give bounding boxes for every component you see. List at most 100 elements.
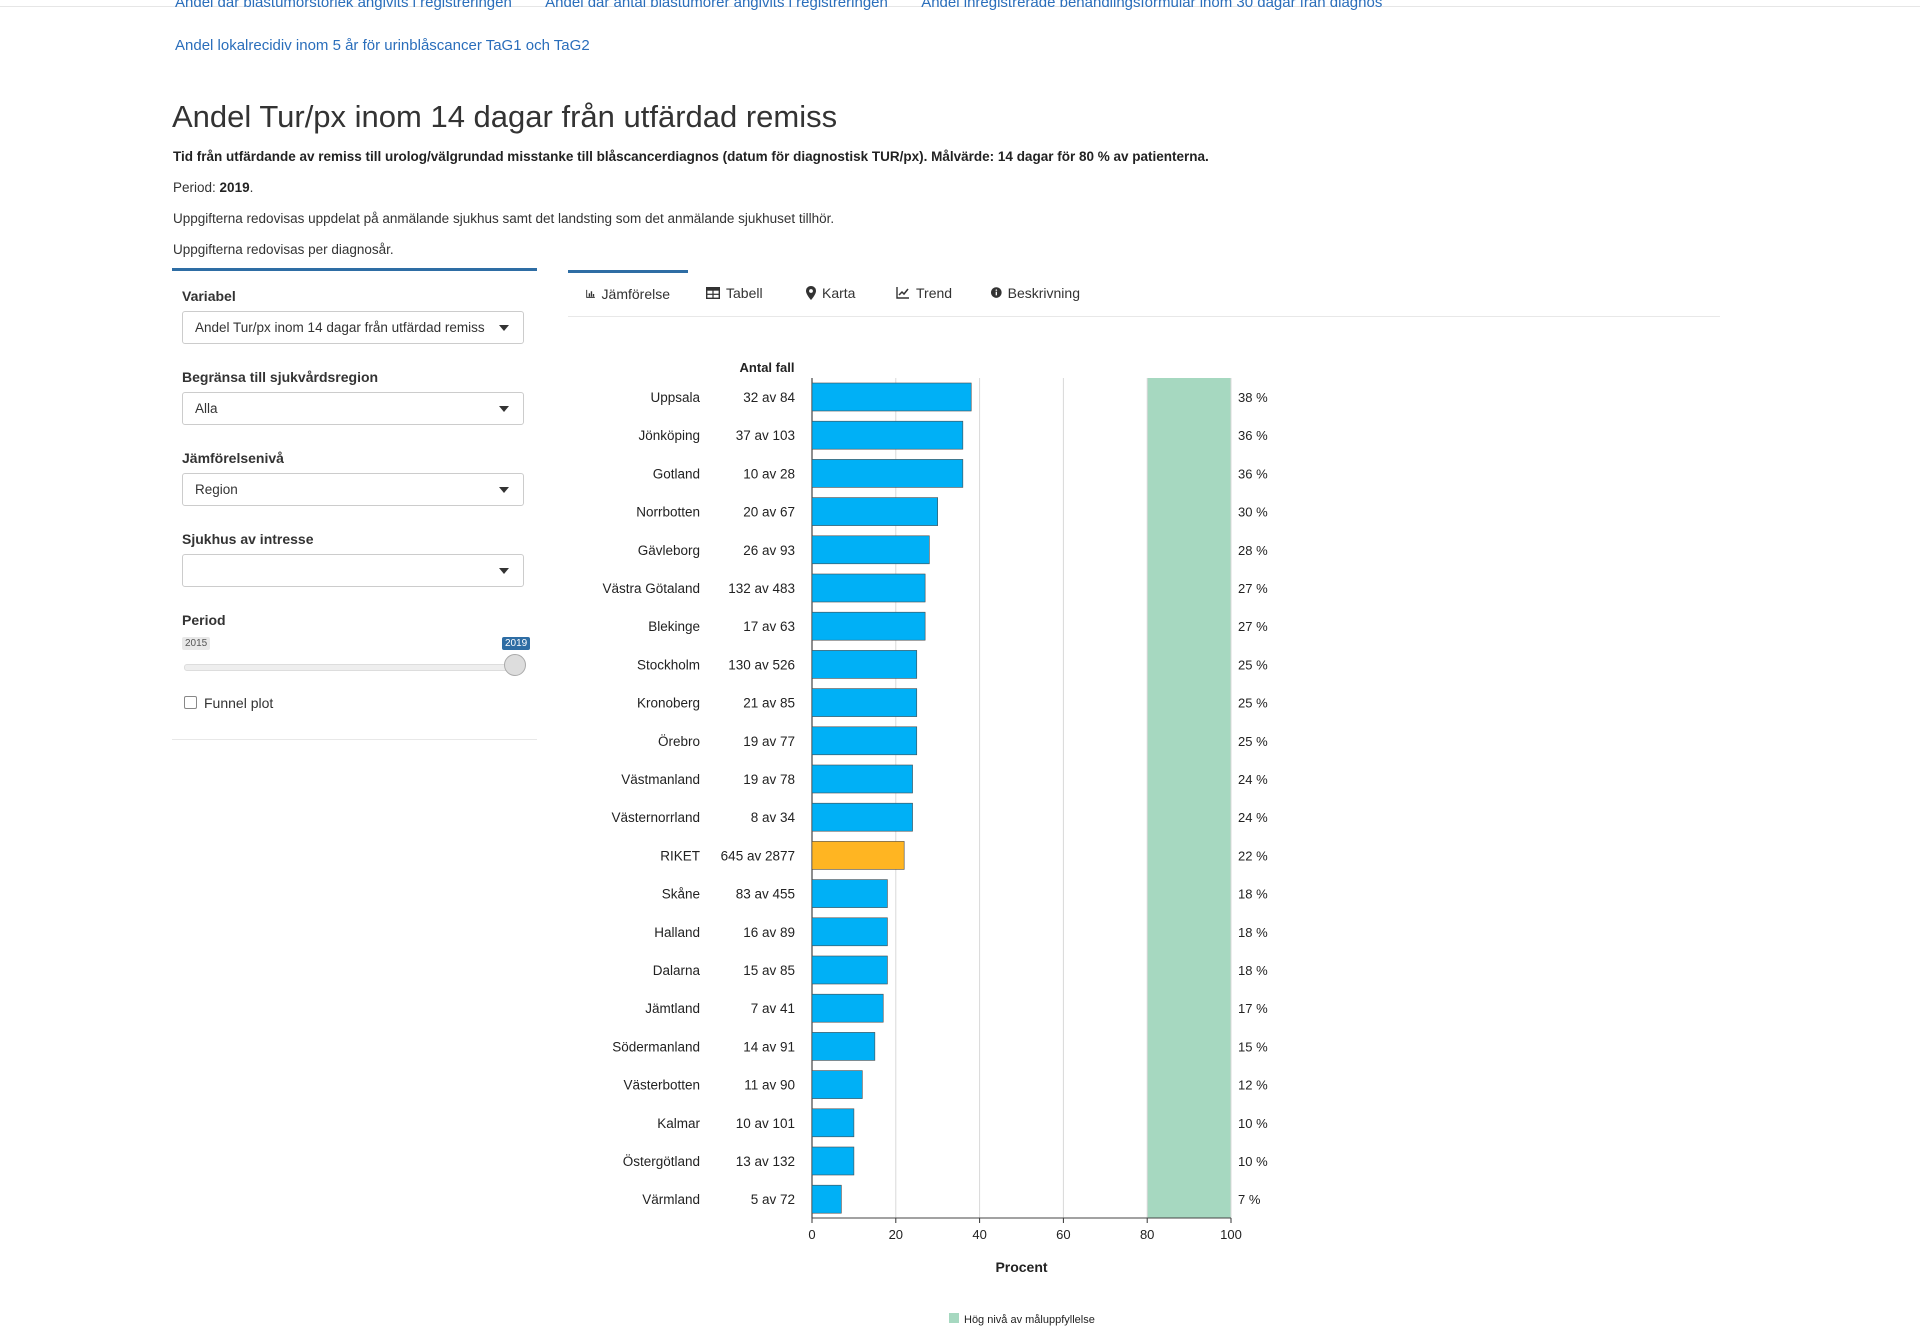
tab-karta[interactable]: Karta bbox=[788, 270, 878, 315]
region-select-value: Alla bbox=[195, 401, 218, 416]
x-tick-label: 80 bbox=[1140, 1227, 1154, 1242]
line-chart-icon bbox=[896, 286, 909, 299]
tab-beskrivning[interactable]: Beskrivning bbox=[973, 270, 1098, 315]
category-label: Jämtland bbox=[645, 1001, 700, 1016]
category-label: Dalarna bbox=[653, 963, 701, 978]
bar bbox=[811, 802, 913, 832]
count-label: 645 av 2877 bbox=[721, 848, 795, 863]
category-label: Södermanland bbox=[612, 1039, 700, 1054]
category-label: Kronoberg bbox=[637, 696, 700, 711]
bar bbox=[811, 382, 972, 412]
category-label: Jönköping bbox=[638, 428, 700, 443]
tab-trend[interactable]: Trend bbox=[878, 270, 973, 315]
value-label: 22 % bbox=[1238, 848, 1268, 863]
bar bbox=[811, 1032, 876, 1061]
count-label: 8 av 34 bbox=[751, 810, 796, 825]
bar bbox=[811, 917, 888, 947]
funnel-plot-label[interactable]: Funnel plot bbox=[204, 695, 274, 711]
top-link-registration[interactable]: Andel inregistrerade behandlingsformulär… bbox=[921, 0, 1383, 11]
top-link-tumor-count[interactable]: Andel där antal blåstumörer angivits i r… bbox=[545, 0, 888, 11]
value-label: 25 % bbox=[1238, 696, 1268, 711]
bar bbox=[811, 420, 964, 450]
bar bbox=[811, 993, 884, 1023]
chevron-down-icon bbox=[499, 325, 509, 331]
category-label: Skåne bbox=[662, 887, 700, 902]
tab-tabell[interactable]: Tabell bbox=[688, 270, 788, 315]
category-label: Uppsala bbox=[650, 390, 700, 405]
count-label: 130 av 526 bbox=[728, 657, 795, 672]
value-label: 18 % bbox=[1238, 887, 1268, 902]
chevron-down-icon bbox=[499, 406, 509, 412]
count-label: 15 av 85 bbox=[743, 963, 795, 978]
hospital-select[interactable] bbox=[182, 554, 524, 587]
bar-highlight bbox=[811, 841, 905, 870]
count-label: 10 av 101 bbox=[736, 1116, 795, 1131]
top-links: Andel där blåstumörstorlek angivits i re… bbox=[175, 0, 1412, 11]
period-slider-label: Period bbox=[182, 612, 226, 628]
category-label: Norrbotten bbox=[636, 505, 700, 520]
bar bbox=[811, 1184, 842, 1214]
bar bbox=[811, 726, 918, 756]
category-label: Stockholm bbox=[637, 657, 700, 672]
variabel-select[interactable]: Andel Tur/px inom 14 dagar från utfärdad… bbox=[182, 311, 524, 344]
value-label: 15 % bbox=[1238, 1039, 1268, 1054]
bar bbox=[811, 879, 888, 908]
view-tabs: Jämförelse Tabell Karta Trend Beskrivnin… bbox=[568, 270, 1720, 317]
level-label: Jämförelsenivå bbox=[182, 450, 284, 466]
category-label: RIKET bbox=[660, 848, 700, 863]
region-select[interactable]: Alla bbox=[182, 392, 524, 425]
legend-label: Hög nivå av måluppfyllelse bbox=[964, 1314, 1095, 1326]
category-label: Värmland bbox=[642, 1192, 700, 1207]
bar bbox=[811, 955, 888, 985]
slider-min-label: 2015 bbox=[182, 637, 211, 650]
page-title: Andel Tur/px inom 14 dagar från utfärdad… bbox=[172, 99, 838, 134]
category-label: Kalmar bbox=[657, 1116, 700, 1131]
category-label: Blekinge bbox=[648, 619, 700, 634]
value-label: 10 % bbox=[1238, 1116, 1268, 1131]
period-slider-handle[interactable] bbox=[504, 654, 526, 676]
count-label: 37 av 103 bbox=[736, 428, 795, 443]
tab-jamforelse[interactable]: Jämförelse bbox=[568, 270, 688, 315]
value-label: 24 % bbox=[1238, 810, 1268, 825]
count-label: 19 av 78 bbox=[743, 772, 795, 787]
bar-chart-icon bbox=[586, 289, 595, 298]
level-select[interactable]: Region bbox=[182, 473, 524, 506]
x-tick-label: 20 bbox=[889, 1227, 903, 1242]
value-label: 24 % bbox=[1238, 772, 1268, 787]
x-tick-label: 40 bbox=[972, 1227, 986, 1242]
link-local-recurrence[interactable]: Andel lokalrecidiv inom 5 år för urinblå… bbox=[175, 37, 590, 54]
count-label: 32 av 84 bbox=[743, 390, 795, 405]
bar bbox=[811, 459, 964, 488]
bar bbox=[811, 688, 918, 717]
bar bbox=[811, 764, 913, 794]
period-slider-track[interactable] bbox=[184, 664, 518, 671]
tab-label: Beskrivning bbox=[1007, 284, 1080, 301]
category-label: Västmanland bbox=[621, 772, 700, 787]
tab-label: Trend bbox=[916, 284, 953, 301]
top-link-tumor-size[interactable]: Andel där blåstumörstorlek angivits i re… bbox=[175, 0, 512, 11]
count-label: 21 av 85 bbox=[743, 696, 795, 711]
level-select-value: Region bbox=[195, 482, 238, 497]
count-label: 20 av 67 bbox=[743, 505, 795, 520]
value-label: 36 % bbox=[1238, 428, 1268, 443]
top-divider bbox=[0, 6, 1920, 7]
value-label: 28 % bbox=[1238, 543, 1268, 558]
category-label: Västernorrland bbox=[611, 810, 700, 825]
count-label: 7 av 41 bbox=[751, 1001, 795, 1016]
count-label: 26 av 93 bbox=[743, 543, 795, 558]
info-icon bbox=[991, 287, 1002, 298]
x-axis-title: Procent bbox=[995, 1259, 1047, 1275]
x-tick-label: 100 bbox=[1220, 1227, 1242, 1242]
funnel-plot-checkbox[interactable] bbox=[184, 696, 197, 709]
value-label: 25 % bbox=[1238, 734, 1268, 749]
bar bbox=[811, 535, 930, 565]
tab-label: Tabell bbox=[726, 284, 763, 301]
bar bbox=[811, 573, 926, 603]
note-line-2: Uppgifterna redovisas per diagnosår. bbox=[173, 242, 394, 257]
page-description: Tid från utfärdande av remiss till urolo… bbox=[173, 149, 1209, 164]
count-label: 16 av 89 bbox=[743, 925, 795, 940]
target-zone bbox=[1147, 378, 1231, 1218]
count-label: 83 av 455 bbox=[736, 887, 795, 902]
bar bbox=[811, 1108, 855, 1138]
value-label: 10 % bbox=[1238, 1154, 1268, 1169]
